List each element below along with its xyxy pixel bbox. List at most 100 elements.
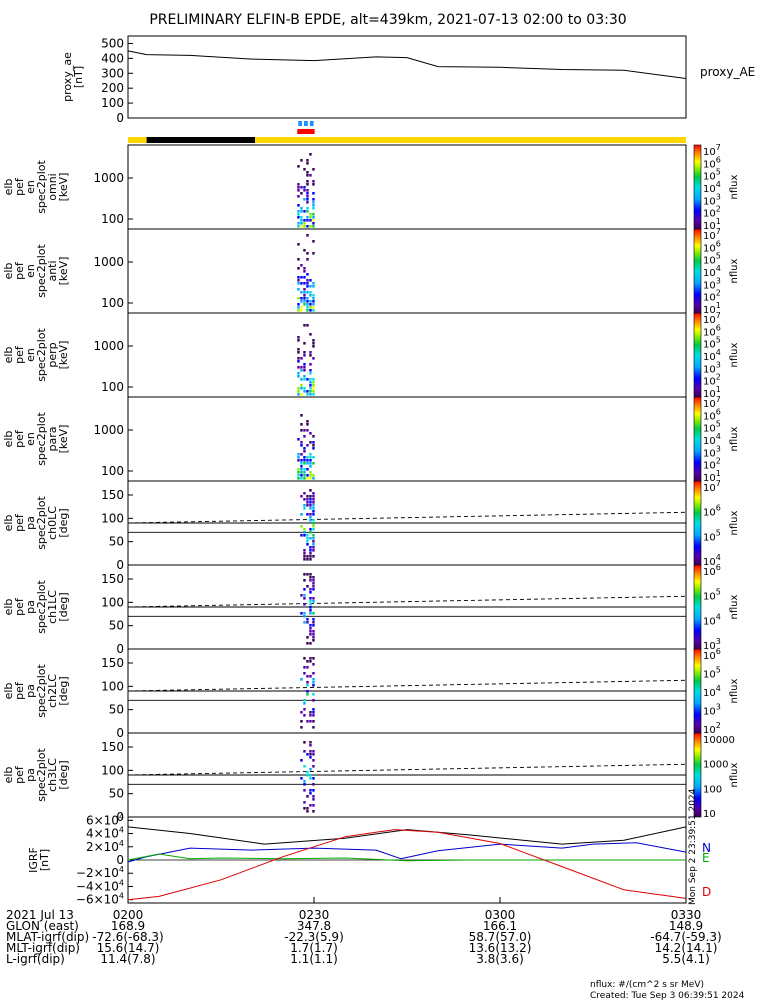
heat-cell xyxy=(300,192,303,195)
heat-cell xyxy=(312,285,315,288)
colorbar-label: nflux xyxy=(729,174,740,199)
heat-cell xyxy=(312,519,315,522)
anti-loss-cone-dashed-line xyxy=(127,679,687,692)
heat-cell xyxy=(309,432,312,435)
heat-cell xyxy=(309,777,312,780)
ephemeris-row-label: L-igrf(dip) xyxy=(6,952,65,966)
heat-cell xyxy=(309,792,312,795)
heat-cell xyxy=(303,594,306,597)
heat-cell xyxy=(306,183,309,186)
colorbar-tick-label: 106 xyxy=(703,407,721,422)
y-axis-label-line: spec2plot xyxy=(35,244,48,298)
heat-cell xyxy=(297,288,300,291)
heat-cell xyxy=(303,300,306,303)
y-axis-label-line: ch3LC xyxy=(46,758,59,792)
heat-cell xyxy=(312,213,315,216)
heat-cell xyxy=(297,186,300,189)
spectrogram-pixels xyxy=(300,573,315,645)
heat-cell xyxy=(312,393,315,396)
y-tick-label: 100 xyxy=(101,380,124,394)
heat-cell xyxy=(312,534,315,537)
y-tick-label: 100 xyxy=(101,96,124,110)
heat-cell xyxy=(306,675,309,678)
igrf-component-label: D xyxy=(702,885,711,899)
heat-cell xyxy=(309,555,312,558)
heat-cell xyxy=(297,303,300,306)
spectrogram-pixels xyxy=(300,657,315,729)
heat-cell xyxy=(300,216,303,219)
colorbar-tick-label: 10 xyxy=(703,809,716,820)
heat-cell xyxy=(312,357,315,360)
heat-cell xyxy=(303,498,306,501)
heat-cell xyxy=(306,207,309,210)
heat-cell xyxy=(306,282,309,285)
heat-cell xyxy=(306,306,309,309)
y-axis-label-line: [nT] xyxy=(38,849,51,871)
heat-cell xyxy=(297,216,300,219)
heat-cell xyxy=(300,384,303,387)
heat-cell xyxy=(300,264,303,267)
y-axis-label-line: pef xyxy=(13,765,26,784)
heat-cell xyxy=(309,714,312,717)
heat-cell xyxy=(300,612,303,615)
heat-cell xyxy=(303,288,306,291)
y-axis-label-line: [deg] xyxy=(57,760,70,789)
heat-cell xyxy=(306,273,309,276)
y-tick-label: 0 xyxy=(116,810,124,824)
heat-cell xyxy=(306,159,309,162)
heat-cell xyxy=(309,597,312,600)
y-tick-label: 1000 xyxy=(93,255,124,269)
heat-cell xyxy=(312,456,315,459)
y-axis-label-line: elb xyxy=(2,347,15,364)
y-axis-label-line: pef xyxy=(13,597,26,616)
heat-cell xyxy=(309,552,312,555)
heat-cell xyxy=(306,642,309,645)
heat-cell xyxy=(303,219,306,222)
heat-cell xyxy=(297,309,300,312)
y-axis-label-line: spec2plot xyxy=(35,664,48,718)
heat-cell xyxy=(312,339,315,342)
heat-cell xyxy=(312,681,315,684)
colorbar-tick-label: 104 xyxy=(703,553,721,568)
proxy-ae-frame xyxy=(127,35,687,119)
colorbar-tick-label: 105 xyxy=(703,588,721,603)
colorbar-tick-label: 106 xyxy=(703,647,721,662)
science-zone-marker xyxy=(309,121,314,126)
y-axis-label-line: ch2LC xyxy=(46,674,59,708)
heat-cell xyxy=(306,636,309,639)
heat-cell xyxy=(300,210,303,213)
y-axis-label-line: [keV] xyxy=(57,173,70,202)
heat-cell xyxy=(312,222,315,225)
heat-cell xyxy=(303,597,306,600)
heat-cell xyxy=(300,495,303,498)
heat-cell xyxy=(297,372,300,375)
heat-cell xyxy=(306,393,309,396)
heat-cell xyxy=(309,579,312,582)
heat-cell xyxy=(309,174,312,177)
heat-cell xyxy=(312,513,315,516)
heat-cell xyxy=(312,579,315,582)
heat-cell xyxy=(306,429,309,432)
heat-cell xyxy=(300,219,303,222)
heat-cell xyxy=(303,189,306,192)
heat-cell xyxy=(297,225,300,228)
heat-cell xyxy=(300,759,303,762)
heat-cell xyxy=(303,507,306,510)
heat-cell xyxy=(297,477,300,480)
heat-cell xyxy=(306,258,309,261)
pitch-angle-spectrogram-panel: 150100500elbpefpaspec2plotch2LC[deg]1061… xyxy=(2,647,740,740)
heat-cell xyxy=(306,666,309,669)
heat-cell xyxy=(300,222,303,225)
ephemeris-value: 347.8 xyxy=(297,919,331,933)
colorbar-tick-label: 100 xyxy=(703,784,722,795)
heat-cell xyxy=(300,720,303,723)
ephemeris-value: 13.6(13.2) xyxy=(469,941,532,955)
colorbar-scale xyxy=(693,480,702,566)
heat-cell xyxy=(297,339,300,342)
heat-cell xyxy=(303,387,306,390)
y-tick-label: 0 xyxy=(116,853,124,867)
colorbar-tick-label: 102 xyxy=(703,289,721,304)
heat-cell xyxy=(306,555,309,558)
